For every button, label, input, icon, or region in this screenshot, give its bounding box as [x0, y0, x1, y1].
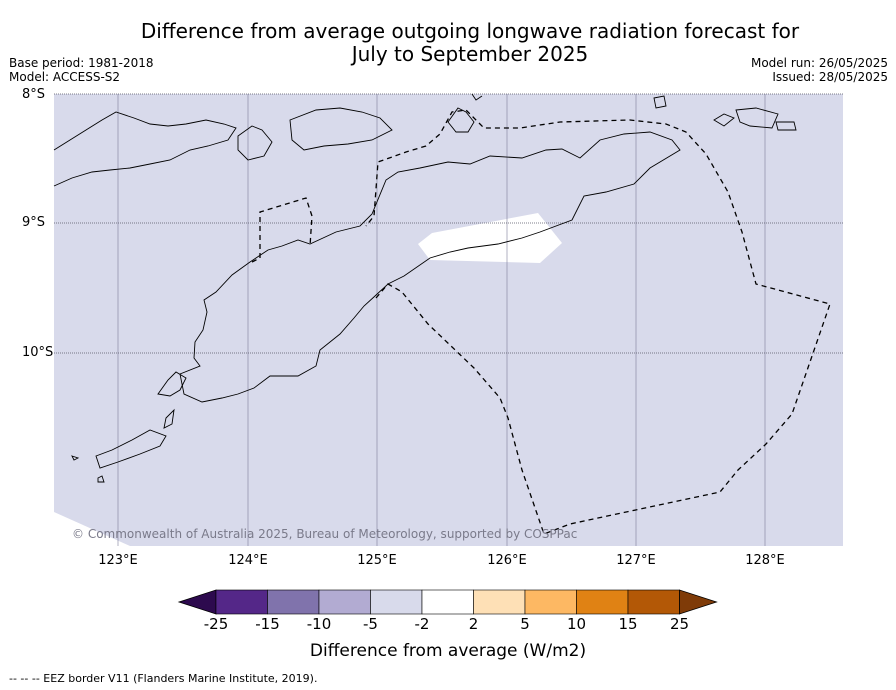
lat-label-8s: 8°S: [22, 87, 46, 102]
colorbar-tick-label: 2: [468, 615, 479, 633]
parallels: [54, 93, 843, 354]
flores-coast: [53, 111, 237, 187]
colorbar-ticks: -25 -15 -10 -5 -2 2 5 10 15 25: [0, 615, 896, 635]
colorbar-tick-label: -2: [414, 615, 430, 633]
colorbar-tick-label: -5: [363, 615, 378, 633]
semau-coast: [163, 408, 175, 429]
eez-timor-leste: [365, 109, 831, 535]
colorbar-segment: [215, 589, 268, 615]
alor-coast: [289, 107, 393, 151]
colorbar-tick-label: -10: [306, 615, 332, 633]
colorbar-segment: [524, 589, 577, 615]
wetar-edge: [447, 107, 475, 133]
run-info: Model run: 26/05/2025 Issued: 28/05/2025: [751, 56, 888, 84]
colorbar-segment: [318, 589, 371, 615]
colorbar-segment: [421, 589, 474, 615]
timor-coast: [179, 131, 681, 403]
lon-label-123e: 123°E: [98, 553, 138, 568]
small-island-2: [97, 475, 105, 483]
lat-label-10s: 10°S: [22, 345, 54, 360]
e-island-2: [735, 107, 779, 129]
lon-label-126e: 126°E: [487, 553, 527, 568]
colorbar-segment: [473, 589, 526, 615]
model-run: Model run: 26/05/2025: [750, 56, 888, 70]
sw-island-coast: [95, 429, 167, 469]
eez-oecusse: [251, 197, 313, 263]
map-corner: [54, 512, 130, 546]
e-island-3: [775, 121, 797, 131]
colorbar-extend-low: [177, 589, 217, 615]
lon-label-124e: 124°E: [228, 553, 268, 568]
anomaly-patch-white: [418, 213, 562, 263]
coastlines: [53, 93, 797, 483]
eez-borders: [251, 109, 831, 535]
colorbar-extend-high: [679, 589, 718, 615]
roti-coast: [157, 371, 187, 397]
colorbar-tick-label: 25: [669, 615, 690, 633]
base-info: Base period: 1981-2018 Model: ACCESS-S2: [9, 56, 154, 84]
colorbar-label: Difference from average (W/m2): [309, 641, 587, 661]
colorbar-tick-label: 15: [618, 615, 638, 633]
small-n-island: [653, 95, 667, 109]
title-line-1: Difference from average outgoing longwav…: [140, 19, 800, 43]
n-tip: [471, 93, 483, 101]
base-period: Base period: 1981-2018: [9, 56, 154, 70]
lon-label-128e: 128°E: [745, 553, 785, 568]
title-line-2: July to September 2025: [351, 42, 589, 66]
lon-label-125e: 125°E: [357, 553, 397, 568]
colorbar-segment: [627, 589, 680, 615]
e-island-1: [713, 113, 735, 127]
graticule: [117, 94, 766, 546]
colorbar-segment: [267, 589, 320, 615]
issued-date: Issued: 28/05/2025: [772, 70, 888, 84]
colorbar-tick-label: -15: [255, 615, 280, 633]
eez-footnote: -- -- -- EEZ border V11 (Flanders Marine…: [9, 672, 318, 685]
colorbar-segment: [370, 589, 423, 615]
colorbar-tick-label: 10: [566, 615, 587, 633]
colorbar-tick-label: -25: [203, 615, 229, 633]
map-fill: [54, 94, 843, 546]
lon-label-127e: 127°E: [616, 553, 656, 568]
colorbar-segment: [576, 589, 629, 615]
model-name: Model: ACCESS-S2: [9, 70, 121, 84]
colorbar-tick-label: 5: [520, 615, 530, 633]
map-title: Difference from average outgoing longwav…: [100, 20, 840, 66]
small-island-1: [71, 455, 80, 461]
lat-label-9s: 9°S: [22, 215, 46, 230]
lomblen-coast: [237, 125, 273, 161]
copyright-notice: © Commonwealth of Australia 2025, Bureau…: [72, 527, 578, 541]
